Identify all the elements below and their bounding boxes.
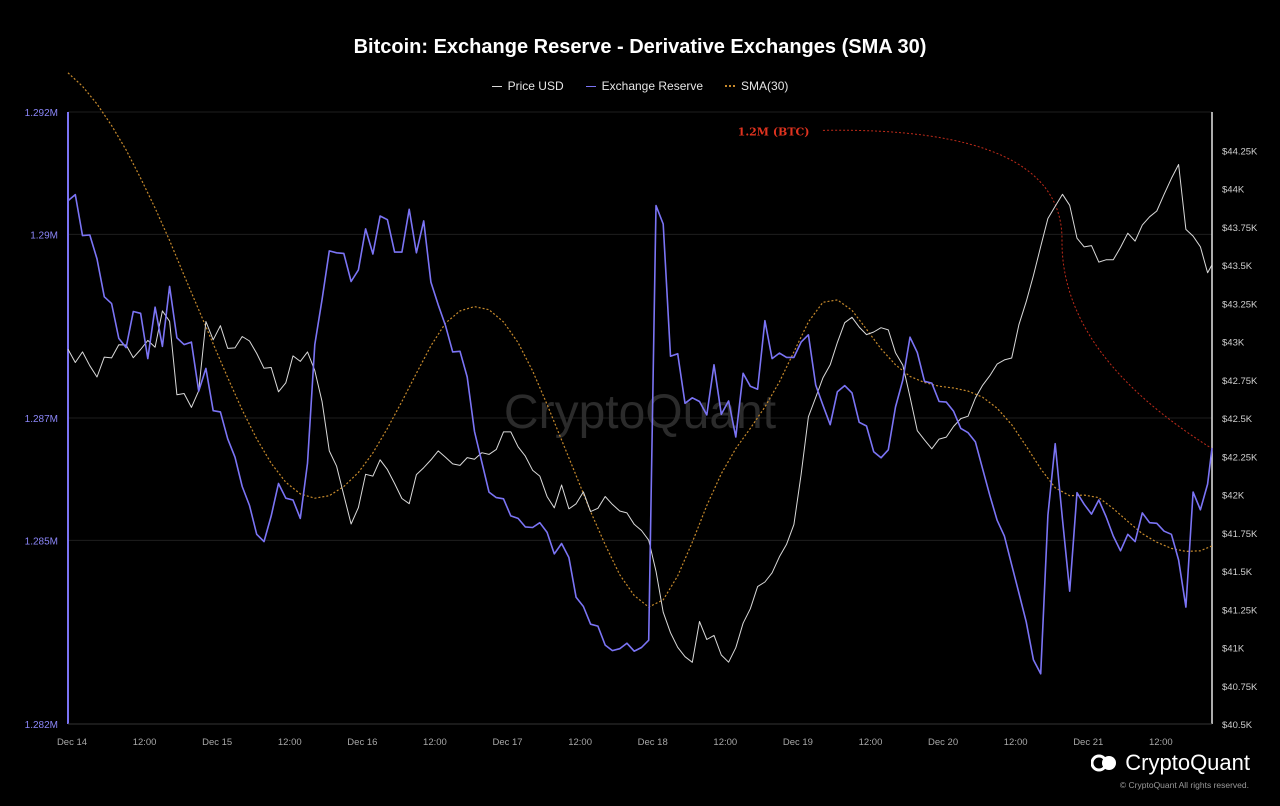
annotation-curve — [822, 129, 1213, 450]
annotation-label: 1.2M (BTC) — [738, 125, 810, 138]
x-tick-label: 12:00 — [1004, 737, 1028, 748]
chart-legend: Price USD Exchange Reserve SMA(30) — [0, 79, 1280, 93]
x-tick-label: 12:00 — [278, 737, 302, 748]
y-right-tick-label: $42K — [1222, 491, 1245, 502]
legend-swatch-reserve — [585, 85, 596, 87]
x-tick-label: Dec 17 — [492, 737, 522, 748]
x-tick-label: Dec 15 — [202, 737, 232, 748]
legend-item-sma[interactable]: SMA(30) — [725, 79, 788, 93]
x-tick-label: 12:00 — [859, 737, 883, 748]
x-tick-label: Dec 14 — [57, 737, 87, 748]
brand-logo: CryptoQuant — [1091, 750, 1250, 776]
y-right-tick-label: $43.25K — [1222, 299, 1258, 310]
y-right-tick-label: $42.5K — [1222, 414, 1253, 425]
y-left-tick-label: 1.292M — [25, 108, 58, 119]
y-right-tick-label: $40.5K — [1222, 720, 1253, 731]
y-right-tick-label: $41.5K — [1222, 567, 1253, 578]
x-tick-label: 12:00 — [1149, 737, 1173, 748]
y-right-tick-label: $42.75K — [1222, 376, 1258, 387]
x-tick-label: 12:00 — [133, 737, 157, 748]
x-tick-label: Dec 18 — [638, 737, 668, 748]
legend-label-price: Price USD — [507, 79, 564, 93]
y-right-tick-label: $42.25K — [1222, 452, 1258, 463]
x-tick-label: Dec 21 — [1073, 737, 1103, 748]
y-right-tick-label: $40.75K — [1222, 682, 1258, 693]
brand-logo-text: CryptoQuant — [1125, 750, 1250, 775]
reserve-series-line — [67, 193, 1213, 675]
x-tick-label: Dec 16 — [347, 737, 377, 748]
y-left-tick-label: 1.29M — [30, 230, 58, 241]
copyright-text: © CryptoQuant All rights reserved. — [1119, 780, 1249, 790]
x-tick-label: Dec 19 — [783, 737, 813, 748]
legend-label-sma: SMA(30) — [741, 79, 789, 93]
x-tick-label: Dec 20 — [928, 737, 958, 748]
y-left-tick-label: 1.282M — [25, 720, 58, 731]
y-right-tick-label: $43.75K — [1222, 223, 1258, 234]
y-left-tick-label: 1.287M — [25, 414, 58, 425]
x-tick-label: 12:00 — [713, 737, 737, 748]
cryptoquant-logo-icon — [1091, 754, 1117, 772]
chart-title: Bitcoin: Exchange Reserve - Derivative E… — [353, 36, 927, 58]
y-right-tick-label: $41.75K — [1222, 529, 1258, 540]
y-right-tick-label: $43.5K — [1222, 261, 1253, 272]
legend-swatch-price — [491, 85, 502, 87]
y-right-tick-label: $41.25K — [1222, 605, 1258, 616]
legend-label-reserve: Exchange Reserve — [601, 79, 704, 93]
legend-swatch-sma — [725, 85, 736, 87]
x-tick-label: 12:00 — [423, 737, 447, 748]
legend-item-reserve[interactable]: Exchange Reserve — [585, 79, 704, 93]
y-left-tick-label: 1.285M — [25, 536, 58, 547]
y-right-tick-label: $44K — [1222, 185, 1245, 196]
y-right-tick-label: $43K — [1222, 338, 1245, 349]
x-tick-label: 12:00 — [568, 737, 592, 748]
legend-item-price[interactable]: Price USD — [491, 79, 564, 93]
y-right-tick-label: $41K — [1222, 644, 1245, 655]
price-series-line — [67, 164, 1213, 663]
y-right-tick-label: $44.25K — [1222, 146, 1258, 157]
